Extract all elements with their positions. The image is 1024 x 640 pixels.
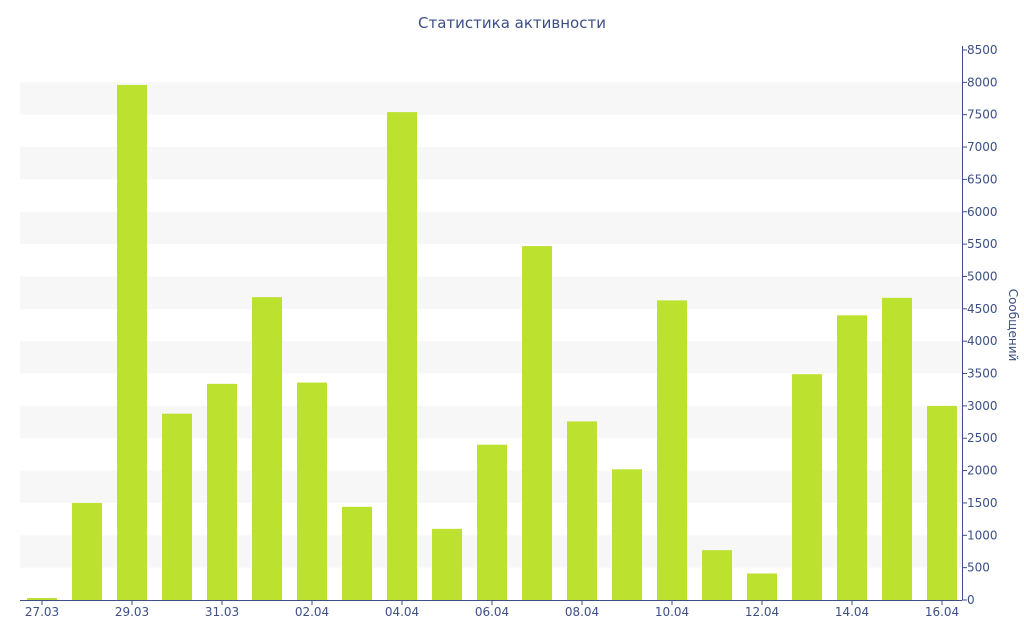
bar-series xyxy=(27,84,957,601)
x-tick-label: 06.04 xyxy=(475,605,509,619)
bar-11.04 xyxy=(702,550,732,600)
y-tick-label: 2000 xyxy=(967,464,998,478)
y-tick-label: 8500 xyxy=(967,43,998,57)
bar-29.03 xyxy=(117,84,147,601)
bar-15.04 xyxy=(882,297,912,600)
y-tick-label: 4500 xyxy=(967,302,998,316)
bar-09.04 xyxy=(612,469,642,600)
bar-06.04 xyxy=(477,444,507,600)
x-tick-label: 10.04 xyxy=(655,605,689,619)
x-tick-label: 08.04 xyxy=(565,605,599,619)
chart-title: Статистика активности xyxy=(418,14,606,32)
bar-30.03 xyxy=(162,413,192,600)
x-tick-label: 14.04 xyxy=(835,605,869,619)
x-tick-label: 31.03 xyxy=(205,605,239,619)
bar-16.04 xyxy=(927,405,957,600)
x-tick-label: 02.04 xyxy=(295,605,329,619)
bar-27.03 xyxy=(27,598,57,600)
y-axis: 0 500 1000 1500 2000 2500 3000 3500 4000 4500 5000… xyxy=(962,43,998,607)
x-axis: 27.03 29.03 31.03 02.04 04.04 06.04 08.04 10.04… xyxy=(20,600,962,619)
y-tick-label: 0 xyxy=(967,593,975,607)
bar-14.04 xyxy=(837,315,867,600)
x-tick-label: 16.04 xyxy=(925,605,959,619)
y-axis-title: Сообщений xyxy=(1006,289,1020,362)
y-tick-label: 1500 xyxy=(967,496,998,510)
y-tick-label: 5000 xyxy=(967,269,998,283)
y-tick-label: 7000 xyxy=(967,140,998,154)
grid-band xyxy=(20,147,962,180)
x-tick-label: 29.03 xyxy=(115,605,149,619)
bar-28.03 xyxy=(72,502,102,600)
grid-band xyxy=(20,82,962,115)
y-tick-label: 7500 xyxy=(967,108,998,122)
bar-04.04 xyxy=(387,112,417,600)
bar-05.04 xyxy=(432,528,462,600)
y-tick-label: 2500 xyxy=(967,431,998,445)
grid-band xyxy=(20,211,962,245)
y-tick-label: 3000 xyxy=(967,399,998,413)
x-tick-label: 04.04 xyxy=(385,605,419,619)
y-tick-label: 8000 xyxy=(967,75,998,89)
x-tick-label: 27.03 xyxy=(25,605,59,619)
y-tick-label: 500 xyxy=(967,561,990,575)
grid-band xyxy=(20,276,962,309)
y-tick-label: 4000 xyxy=(967,334,998,348)
bar-13.04 xyxy=(792,374,822,600)
bar-02.04 xyxy=(297,382,327,600)
y-tick-label: 6500 xyxy=(967,172,998,186)
bar-01.04 xyxy=(252,297,282,600)
y-tick-label: 1000 xyxy=(967,528,998,542)
bar-03.04 xyxy=(342,506,372,600)
bar-08.04 xyxy=(567,421,597,600)
bar-10.04 xyxy=(657,300,687,600)
bar-31.03 xyxy=(207,383,237,600)
bar-07.04 xyxy=(522,246,552,600)
y-tick-label: 5500 xyxy=(967,237,998,251)
y-tick-label: 6000 xyxy=(967,205,998,219)
x-tick-label: 12.04 xyxy=(745,605,779,619)
bar-12.04 xyxy=(747,573,777,600)
grid-band xyxy=(20,341,962,374)
y-tick-label: 3500 xyxy=(967,367,998,381)
